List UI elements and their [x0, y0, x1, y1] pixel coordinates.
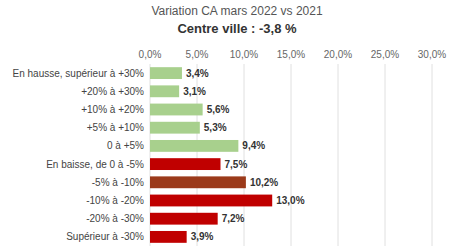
bar	[150, 85, 179, 97]
grid	[150, 64, 432, 246]
bar	[150, 231, 187, 243]
category-label: +10% à +20%	[81, 104, 144, 115]
category-label: -20% à -30%	[86, 213, 144, 224]
data-label: 7,5%	[225, 159, 248, 170]
bar	[150, 67, 182, 79]
data-label: 10,2%	[250, 177, 278, 188]
labels: En hausse, supérieur à +30% 3,4% +20% à +3…	[13, 68, 305, 243]
bar	[150, 176, 246, 188]
category-label: -10% à -20%	[86, 195, 144, 206]
bar	[150, 213, 218, 225]
data-label: 5,6%	[207, 104, 230, 115]
subtitle: Centre ville : -3,8 %	[177, 21, 297, 36]
category-label: En hausse, supérieur à +30%	[13, 68, 145, 79]
category-label: En baisse, de 0 à -5%	[46, 159, 144, 170]
grid-line	[291, 64, 292, 246]
tick-label: 10,0%	[230, 49, 258, 60]
data-label: 13,0%	[276, 195, 304, 206]
title: Variation CA mars 2022 vs 2021	[151, 4, 323, 18]
tick-label: 5,0%	[186, 49, 209, 60]
bar	[150, 122, 200, 134]
grid-line	[385, 64, 386, 246]
tick-label: 0,0%	[139, 49, 162, 60]
data-label: 3,9%	[191, 231, 214, 242]
bar	[150, 158, 221, 170]
category-label: 0 à +5%	[107, 140, 144, 151]
category-label: +5% à +10%	[87, 122, 144, 133]
data-label: 7,2%	[222, 213, 245, 224]
grid-line	[338, 64, 339, 246]
tick-label: 25,0%	[371, 49, 399, 60]
category-label: -5% à -10%	[92, 177, 144, 188]
category-label: Supérieur à -30%	[66, 231, 144, 242]
data-label: 3,1%	[183, 86, 206, 97]
data-label: 9,4%	[242, 140, 265, 151]
tick-label: 20,0%	[324, 49, 352, 60]
data-label: 5,3%	[204, 122, 227, 133]
chart: Variation CA mars 2022 vs 2021 Centre vil…	[0, 0, 474, 252]
tick-label: 30,0%	[418, 49, 446, 60]
bar	[150, 104, 203, 116]
bars	[150, 67, 272, 243]
bar	[150, 195, 272, 207]
tick-label: 15,0%	[277, 49, 305, 60]
category-label: +20% à +30%	[81, 86, 144, 97]
grid-line	[432, 64, 433, 246]
bar	[150, 140, 238, 152]
data-label: 3,4%	[186, 68, 209, 79]
